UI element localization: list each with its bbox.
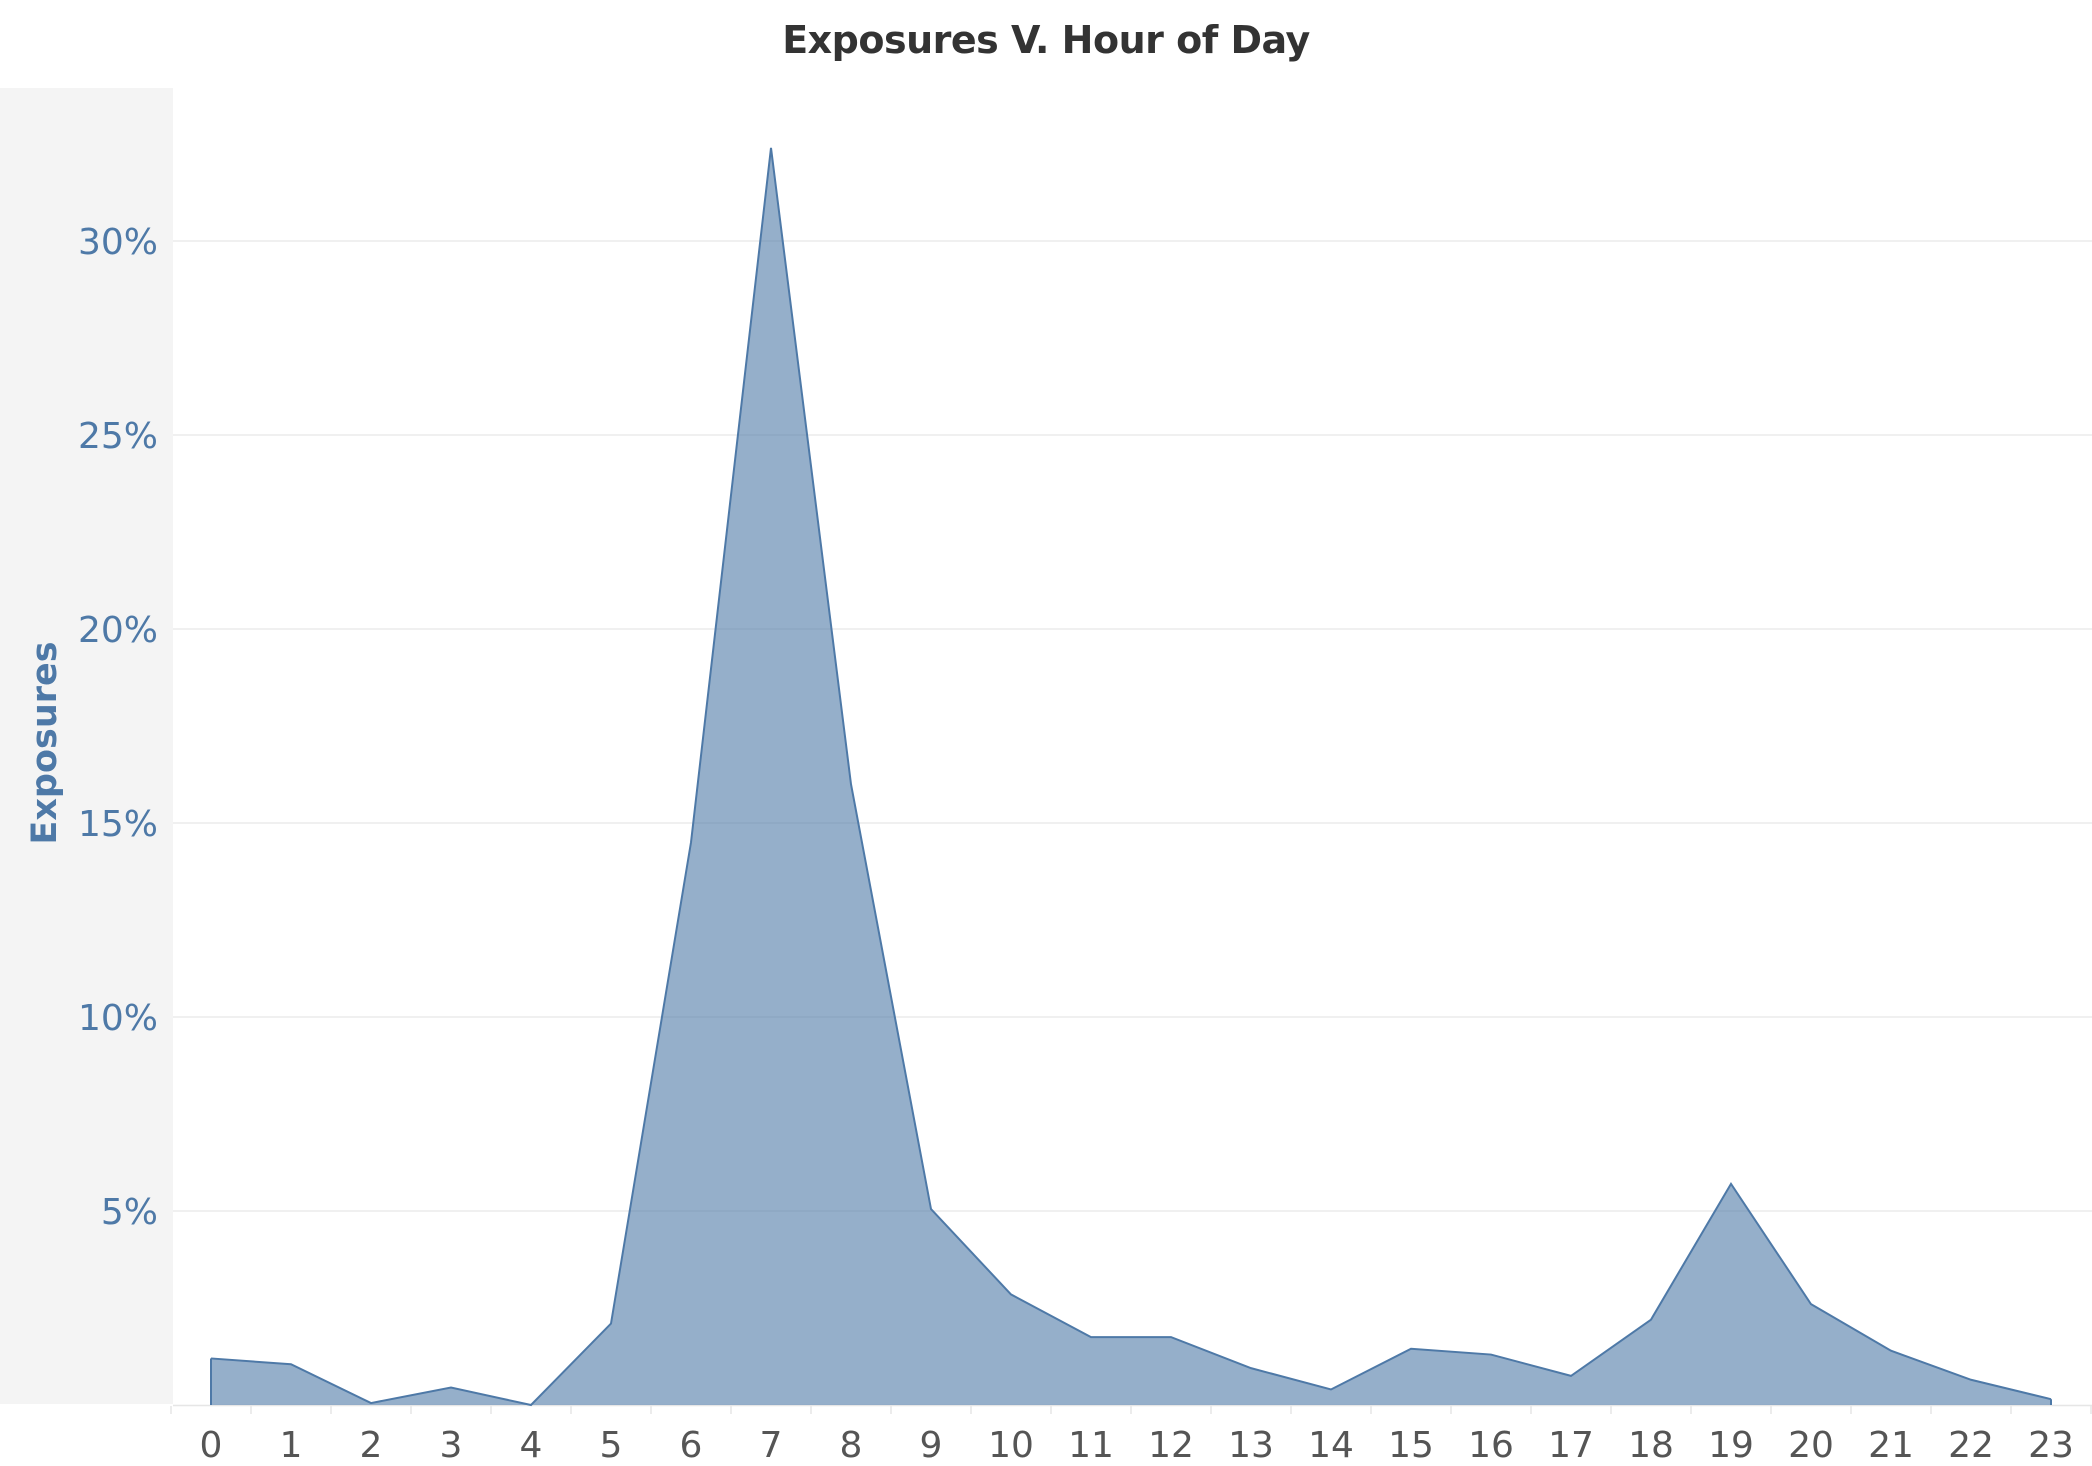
data-point [1569,1374,1573,1378]
area-series-line [210,147,2052,1407]
x-tick-label: 16 [1468,1425,1514,1466]
x-tick-label: 4 [520,1425,543,1466]
data-point [769,146,773,150]
y-axis-panel [0,88,173,1404]
y-tick-label: 10% [78,998,158,1039]
data-point [1169,1335,1173,1339]
data-point [849,782,853,786]
y-tick-label: 20% [78,610,158,651]
y-tick-label: 15% [78,804,158,845]
data-point [2049,1397,2053,1401]
x-tick-label: 17 [1548,1425,1594,1466]
area-series-fill [211,147,2051,1405]
x-tick-label: 21 [1868,1425,1914,1466]
data-point [1489,1353,1493,1357]
x-tick-label: 18 [1628,1425,1674,1466]
x-tick-label: 13 [1228,1425,1274,1466]
x-tick-label: 19 [1708,1425,1754,1466]
x-tick-label: 3 [440,1425,463,1466]
x-tick-label: 9 [920,1425,943,1466]
data-point [529,1403,533,1407]
x-tick-label: 12 [1148,1425,1194,1466]
data-point [1249,1366,1253,1370]
data-point [209,1356,213,1360]
data-point [1889,1349,1893,1353]
x-tick-label: 10 [988,1425,1034,1466]
data-point [1089,1335,1093,1339]
x-tick-label: 11 [1068,1425,1114,1466]
x-tick-label: 8 [840,1425,863,1466]
data-point [369,1401,373,1405]
data-point [929,1207,933,1211]
data-point [1729,1182,1733,1186]
data-point [1649,1318,1653,1322]
x-tick-label: 15 [1388,1425,1434,1466]
x-tick-label: 6 [680,1425,703,1466]
data-point [689,840,693,844]
x-tick-label: 14 [1308,1425,1354,1466]
y-tick-label: 25% [78,416,158,457]
y-tick-label: 30% [78,222,158,263]
data-point [1329,1387,1333,1391]
data-point [1809,1302,1813,1306]
x-tick-label: 5 [600,1425,623,1466]
x-tick-label: 2 [360,1425,383,1466]
x-tick-label: 0 [200,1425,223,1466]
data-point [1009,1292,1013,1296]
x-tick-label: 22 [1948,1425,1994,1466]
x-tick-label: 20 [1788,1425,1834,1466]
data-point [609,1322,613,1326]
chart-title: Exposures V. Hour of Day [782,18,1310,62]
x-tick-label: 1 [280,1425,303,1466]
y-tick-label: 5% [101,1192,158,1233]
data-point [1969,1378,1973,1382]
y-axis-title: Exposures [25,641,65,844]
x-tick-label: 23 [2028,1425,2074,1466]
x-tick-label: 7 [760,1425,783,1466]
data-point [1409,1347,1413,1351]
data-point [289,1362,293,1366]
data-point [449,1386,453,1390]
